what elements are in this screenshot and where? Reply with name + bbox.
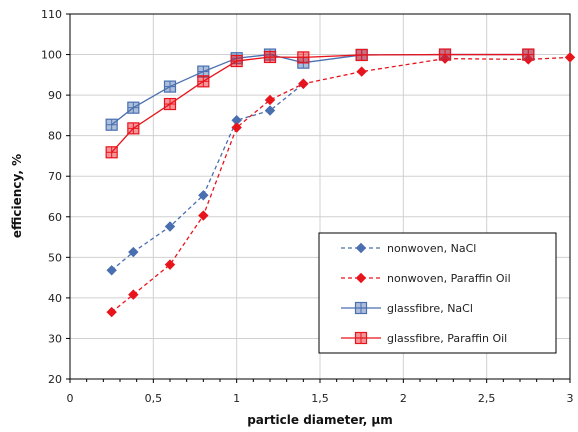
legend-label: nonwoven, NaCl (387, 242, 476, 255)
series-line (111, 53, 529, 153)
data-point (264, 94, 276, 106)
y-tick-label: 110 (41, 8, 62, 21)
data-point (164, 221, 176, 232)
x-axis-label: particle diameter, µm (247, 413, 393, 427)
legend-label: nonwoven, Paraffin Oil (387, 272, 511, 285)
x-tick-label: 0 (67, 392, 74, 405)
data-point (198, 210, 209, 221)
x-tick-label: 1,5 (311, 392, 329, 405)
axis-ticks: 20 30 40 50 60 70 80 90 100 110 0 0,5 1 1,5 2 2,5 3 (41, 8, 574, 405)
series-line (111, 56, 571, 313)
legend-label: glassfibre, Paraffin Oil (387, 332, 507, 345)
series-layer (105, 48, 576, 318)
data-point (106, 306, 117, 318)
data-point (264, 105, 276, 116)
data-point (198, 190, 209, 201)
data-point (298, 78, 309, 89)
legend-marker (355, 272, 367, 284)
legend: nonwoven, NaCl nonwoven, Paraffin Oil glas… (318, 232, 557, 354)
data-point (128, 289, 139, 300)
x-tick-label: 2 (400, 392, 407, 405)
y-tick-label: 60 (48, 211, 62, 224)
y-tick-label: 80 (48, 130, 62, 143)
y-tick-label: 70 (48, 170, 62, 183)
y-tick-label: 30 (48, 332, 62, 345)
data-point (356, 66, 367, 77)
x-tick-label: 3 (567, 392, 574, 405)
x-tick-label: 2,5 (478, 392, 496, 405)
data-point (564, 52, 576, 63)
x-tick-label: 1 (233, 392, 240, 405)
y-tick-label: 50 (48, 251, 62, 264)
y-axis-label: efficiency, % (10, 154, 24, 238)
y-tick-label: 20 (48, 373, 62, 386)
legend-label: glassfibre, NaCl (387, 302, 473, 315)
y-tick-label: 90 (48, 89, 62, 102)
series-3 (105, 48, 535, 159)
data-point (231, 122, 242, 133)
data-point (128, 246, 139, 258)
y-tick-label: 40 (48, 292, 62, 305)
legend-marker (355, 242, 367, 254)
y-tick-label: 100 (41, 49, 62, 62)
x-tick-label: 0,5 (145, 392, 163, 405)
data-point (106, 265, 117, 276)
data-point (164, 259, 176, 270)
